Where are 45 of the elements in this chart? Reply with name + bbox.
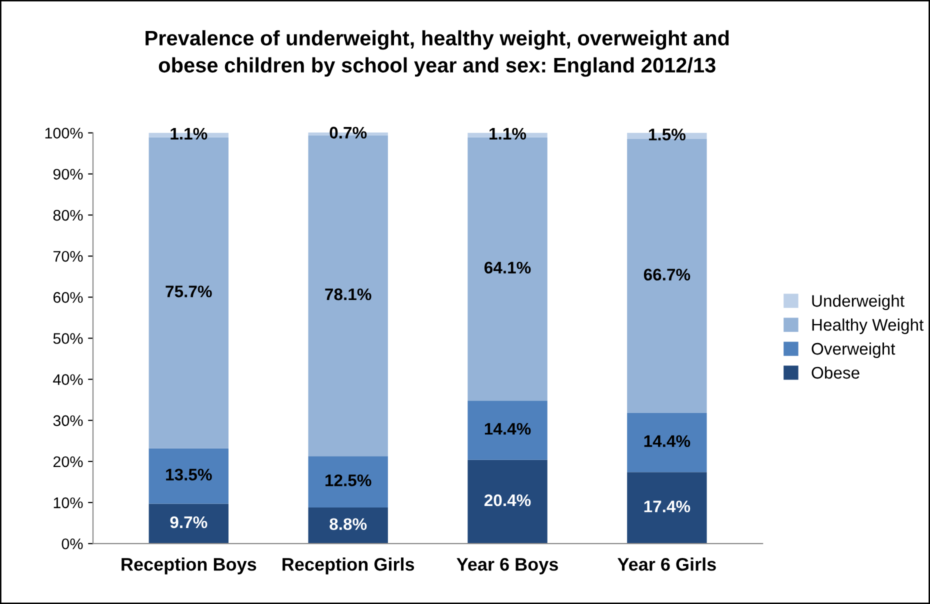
y-tick-label: 30% bbox=[53, 415, 83, 426]
y-tick-label: 70% bbox=[53, 250, 83, 262]
bar bbox=[308, 456, 388, 508]
data-label: 8.8% bbox=[330, 518, 367, 530]
data-label: 66.7% bbox=[644, 268, 690, 280]
data-label: 0.7% bbox=[330, 126, 367, 139]
bar bbox=[468, 460, 548, 544]
data-label: 75.7% bbox=[166, 286, 212, 298]
legend-label: Obese bbox=[812, 366, 860, 379]
bar bbox=[148, 504, 229, 544]
data-label: 14.4% bbox=[644, 435, 690, 448]
bar bbox=[627, 472, 707, 544]
data-label: 20.4% bbox=[484, 494, 531, 506]
x-tick-label: Reception Boys bbox=[122, 557, 256, 574]
data-label: 64.1% bbox=[484, 262, 531, 274]
data-label: 78.1% bbox=[325, 288, 372, 300]
legend-label: Healthy Weight bbox=[812, 318, 924, 334]
y-tick-label: 40% bbox=[53, 374, 83, 385]
y-tick-label: 20% bbox=[53, 456, 83, 468]
data-label: 12.5% bbox=[326, 474, 372, 486]
bar bbox=[627, 412, 707, 472]
data-label: 1.5% bbox=[649, 128, 686, 140]
chart-title: Prevalence of underweight, healthy weight, overweight and obese children by school year and sex: England 2012/13 bbox=[146, 30, 729, 77]
y-tick-label: 10% bbox=[54, 497, 83, 508]
y-tick-label: 50% bbox=[53, 333, 83, 344]
x-tick-label: Year 6 Boys bbox=[456, 558, 558, 574]
x-tick-label: Year 6 Girls bbox=[618, 557, 716, 571]
bar bbox=[468, 400, 548, 460]
y-tick-label: 80% bbox=[53, 210, 83, 221]
data-label: 17.4% bbox=[644, 500, 690, 512]
y-tick-label: 60% bbox=[53, 292, 83, 303]
y-tick-label: 0% bbox=[62, 538, 83, 550]
legend-label: Underweight bbox=[812, 294, 904, 310]
bar bbox=[308, 507, 388, 544]
data-label: 1.1% bbox=[170, 128, 208, 140]
data-label: 14.4% bbox=[484, 422, 531, 435]
y-tick-label: 100% bbox=[45, 128, 83, 139]
legend-label: Overweight bbox=[812, 342, 896, 358]
data-label: 9.7% bbox=[170, 516, 208, 528]
x-tick-label: Reception Girls bbox=[282, 557, 414, 574]
data-label: 1.1% bbox=[490, 128, 526, 140]
bar bbox=[627, 139, 707, 413]
data-label: 13.5% bbox=[166, 468, 212, 481]
bar bbox=[148, 448, 229, 504]
y-tick-label: 90% bbox=[53, 168, 83, 180]
